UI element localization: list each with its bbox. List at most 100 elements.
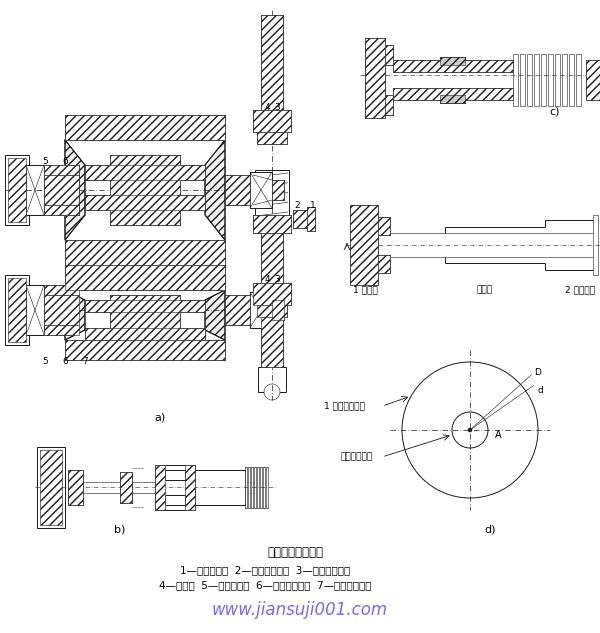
Text: 2: 2: [294, 201, 300, 210]
Text: 5: 5: [42, 358, 48, 367]
Bar: [534, 54, 539, 106]
Text: a): a): [154, 413, 166, 423]
Bar: [120, 472, 132, 503]
Bar: [44, 205, 79, 215]
Bar: [261, 15, 283, 110]
Bar: [110, 155, 180, 225]
Bar: [65, 115, 225, 140]
Bar: [253, 110, 291, 132]
Bar: [120, 472, 132, 503]
Bar: [155, 465, 195, 510]
Bar: [188, 265, 220, 285]
Bar: [40, 450, 62, 525]
Bar: [555, 54, 560, 106]
Bar: [385, 95, 393, 115]
Bar: [293, 210, 307, 228]
Bar: [65, 265, 225, 290]
Bar: [261, 233, 283, 283]
Bar: [440, 57, 465, 65]
Bar: [85, 328, 205, 340]
Text: 1—齿形联轴器  2—第一级小齿轮  3—第一级大齿轮: 1—齿形联轴器 2—第一级小齿轮 3—第一级大齿轮: [180, 565, 350, 575]
Bar: [513, 54, 518, 106]
Bar: [272, 180, 284, 200]
Bar: [378, 255, 390, 273]
Bar: [8, 278, 26, 342]
Bar: [165, 470, 185, 480]
Bar: [65, 240, 225, 265]
Bar: [251, 467, 253, 508]
Text: 1 级大轮: 1 级大轮: [353, 285, 377, 294]
Bar: [527, 54, 532, 106]
Bar: [5, 275, 29, 345]
Bar: [26, 165, 44, 215]
Bar: [385, 45, 393, 65]
Bar: [253, 283, 291, 305]
Bar: [85, 300, 205, 312]
Bar: [44, 165, 79, 175]
Bar: [188, 115, 220, 135]
Text: 5: 5: [42, 158, 48, 166]
Bar: [85, 195, 205, 210]
Bar: [257, 132, 287, 144]
Bar: [393, 88, 513, 100]
Bar: [440, 95, 465, 103]
Bar: [225, 295, 250, 325]
Bar: [85, 300, 205, 312]
Bar: [44, 295, 74, 325]
Bar: [393, 88, 513, 100]
Text: d): d): [484, 525, 496, 535]
Bar: [378, 255, 390, 273]
Bar: [253, 110, 291, 132]
Circle shape: [452, 412, 488, 448]
Text: b): b): [115, 525, 125, 535]
Text: 3: 3: [274, 103, 280, 111]
Bar: [65, 240, 225, 265]
Bar: [576, 54, 581, 106]
Bar: [257, 132, 287, 144]
Bar: [365, 38, 385, 118]
Bar: [350, 205, 378, 285]
Bar: [44, 175, 79, 205]
Circle shape: [264, 384, 280, 400]
Bar: [8, 158, 26, 222]
Bar: [385, 95, 393, 115]
Bar: [110, 155, 180, 225]
Bar: [185, 465, 195, 510]
Bar: [225, 295, 250, 325]
Text: 7: 7: [82, 358, 88, 367]
Bar: [245, 467, 247, 508]
Bar: [260, 467, 262, 508]
Polygon shape: [65, 290, 85, 340]
Bar: [272, 300, 284, 320]
Bar: [562, 54, 567, 106]
Bar: [253, 215, 291, 233]
Text: D: D: [534, 368, 541, 377]
Bar: [44, 295, 79, 325]
Polygon shape: [205, 290, 225, 340]
Bar: [393, 60, 513, 72]
Bar: [520, 54, 525, 106]
Bar: [266, 467, 268, 508]
Bar: [258, 367, 286, 392]
Text: 1 级大轮的外径: 1 级大轮的外径: [323, 402, 364, 411]
Text: www.jiansuji001.com: www.jiansuji001.com: [212, 601, 388, 619]
Bar: [385, 45, 393, 65]
Bar: [254, 467, 256, 508]
Bar: [272, 300, 284, 320]
Bar: [155, 465, 165, 510]
Bar: [586, 60, 600, 100]
Bar: [307, 207, 315, 231]
Bar: [65, 265, 225, 290]
Bar: [263, 467, 265, 508]
Text: 2 级小齿轮: 2 级小齿轮: [565, 285, 595, 294]
Bar: [44, 285, 74, 295]
Bar: [40, 450, 62, 525]
Text: 4: 4: [264, 275, 270, 284]
Text: 6: 6: [62, 158, 68, 166]
Bar: [293, 210, 307, 228]
Bar: [255, 170, 289, 215]
Text: A: A: [494, 430, 502, 440]
Bar: [261, 317, 283, 367]
Text: 1: 1: [310, 201, 316, 210]
Bar: [68, 470, 83, 505]
